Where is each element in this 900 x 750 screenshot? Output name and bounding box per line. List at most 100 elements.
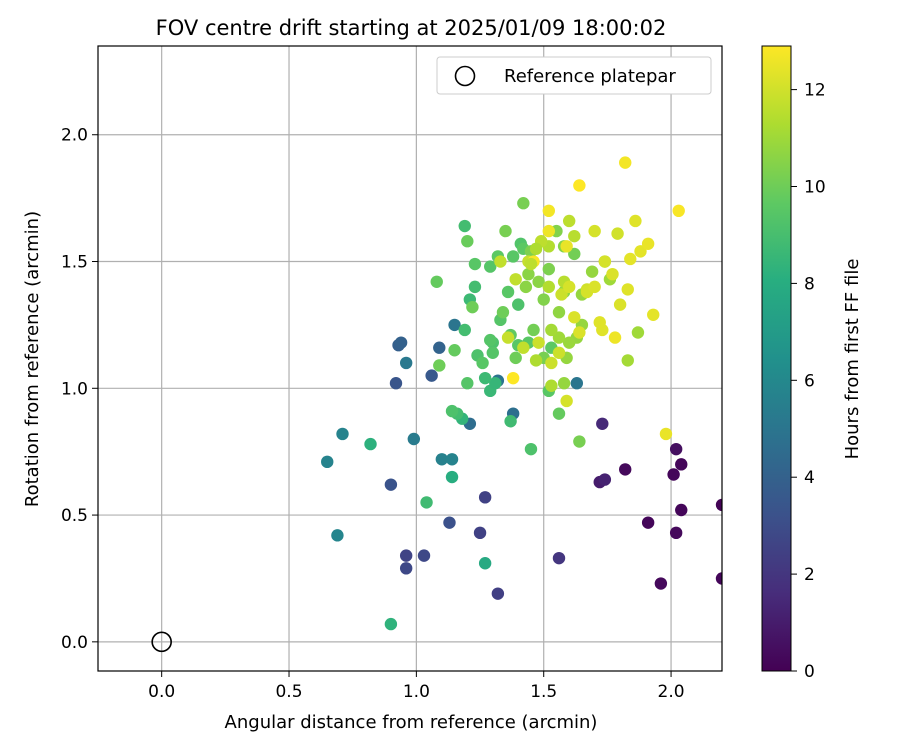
data-point <box>512 298 525 311</box>
x-tick-label: 0.5 <box>275 682 302 702</box>
data-point <box>506 371 520 385</box>
data-point <box>593 316 606 329</box>
data-point <box>598 473 612 486</box>
colorbar-tick-label: 6 <box>804 371 815 391</box>
data-point <box>435 453 449 466</box>
data-point <box>522 267 535 281</box>
legend-label-reference: Reference platepar <box>504 66 676 87</box>
data-point <box>573 179 586 192</box>
data-point <box>509 351 522 365</box>
data-point <box>466 300 479 314</box>
data-point <box>478 491 492 504</box>
data-point <box>667 468 680 481</box>
data-point <box>478 371 492 385</box>
data-point <box>417 549 431 562</box>
data-point <box>484 333 497 347</box>
x-axis-label: Angular distance from reference (arcmin) <box>225 712 598 733</box>
data-point <box>478 557 492 570</box>
y-tick-label: 0.5 <box>61 506 88 526</box>
data-point <box>517 341 530 354</box>
y-tick-label: 2.0 <box>61 126 88 146</box>
data-point <box>420 496 433 509</box>
data-point <box>384 478 398 491</box>
data-point <box>468 257 482 271</box>
data-point <box>672 204 685 218</box>
data-point <box>641 237 655 250</box>
data-point <box>562 214 576 228</box>
data-point <box>629 214 642 228</box>
x-tick-label: 0.0 <box>148 682 175 702</box>
data-point <box>611 227 624 240</box>
data-point <box>473 526 487 540</box>
plot-frame <box>97 45 723 672</box>
data-point <box>501 331 515 344</box>
data-point <box>596 417 609 430</box>
data-point <box>364 437 377 451</box>
data-point <box>537 293 550 306</box>
data-point <box>641 516 655 529</box>
data-point <box>598 255 612 268</box>
data-point <box>560 394 573 408</box>
data-point <box>659 427 673 441</box>
y-axis-label: Rotation from reference (arcmin) <box>22 211 43 507</box>
colorbar-tick-label: 4 <box>804 468 815 488</box>
chart-title: FOV centre drift starting at 2025/01/09 … <box>156 16 667 40</box>
data-point <box>560 240 573 253</box>
data-point <box>433 359 446 372</box>
data-point <box>588 224 601 238</box>
data-point <box>445 453 459 466</box>
colorbar-tick-label: 2 <box>804 565 815 585</box>
data-point <box>557 377 571 390</box>
data-point <box>552 407 566 420</box>
data-point <box>532 336 545 349</box>
data-point <box>588 280 601 294</box>
data-point <box>524 442 538 456</box>
data-point <box>407 432 421 446</box>
data-point <box>499 224 512 238</box>
data-point <box>443 516 456 529</box>
data-point <box>461 377 474 390</box>
colorbar-label: Hours from first FF file <box>842 259 863 460</box>
data-point <box>394 336 408 349</box>
legend-marker-reference-icon <box>454 65 476 87</box>
data-point <box>552 551 566 565</box>
data-point <box>606 267 619 281</box>
data-point <box>568 229 581 243</box>
data-point <box>529 242 543 256</box>
data-point <box>484 260 497 273</box>
data-point <box>624 252 637 266</box>
colorbar-gradient <box>761 45 792 672</box>
x-tick-label: 1.5 <box>530 682 557 702</box>
colorbar-ticks: 0 2 4 6 8 10 12 <box>791 81 826 682</box>
data-point <box>445 470 459 484</box>
data-points <box>151 156 722 653</box>
data-point <box>555 288 568 301</box>
reference-platepar-marker <box>151 631 172 653</box>
data-point <box>552 331 566 344</box>
data-point <box>389 377 403 390</box>
data-point <box>715 572 722 585</box>
data-point <box>552 306 566 319</box>
point-group <box>321 156 722 631</box>
data-point <box>476 356 489 370</box>
data-point <box>573 435 586 448</box>
data-point <box>542 262 556 276</box>
data-point <box>445 404 459 418</box>
data-point <box>542 280 556 294</box>
data-point <box>573 326 586 339</box>
data-point <box>524 257 538 271</box>
data-point <box>517 197 530 210</box>
data-point <box>542 224 556 238</box>
data-point <box>608 331 622 344</box>
data-point <box>519 280 533 294</box>
data-point <box>545 323 558 337</box>
data-point <box>529 354 543 367</box>
data-point <box>489 377 502 390</box>
y-tick-label: 0.0 <box>61 633 88 653</box>
data-point <box>562 280 576 294</box>
data-point <box>468 280 482 294</box>
data-point <box>715 498 722 512</box>
data-point <box>532 275 545 289</box>
y-tick-label: 1.0 <box>61 379 88 399</box>
data-point <box>461 235 474 248</box>
